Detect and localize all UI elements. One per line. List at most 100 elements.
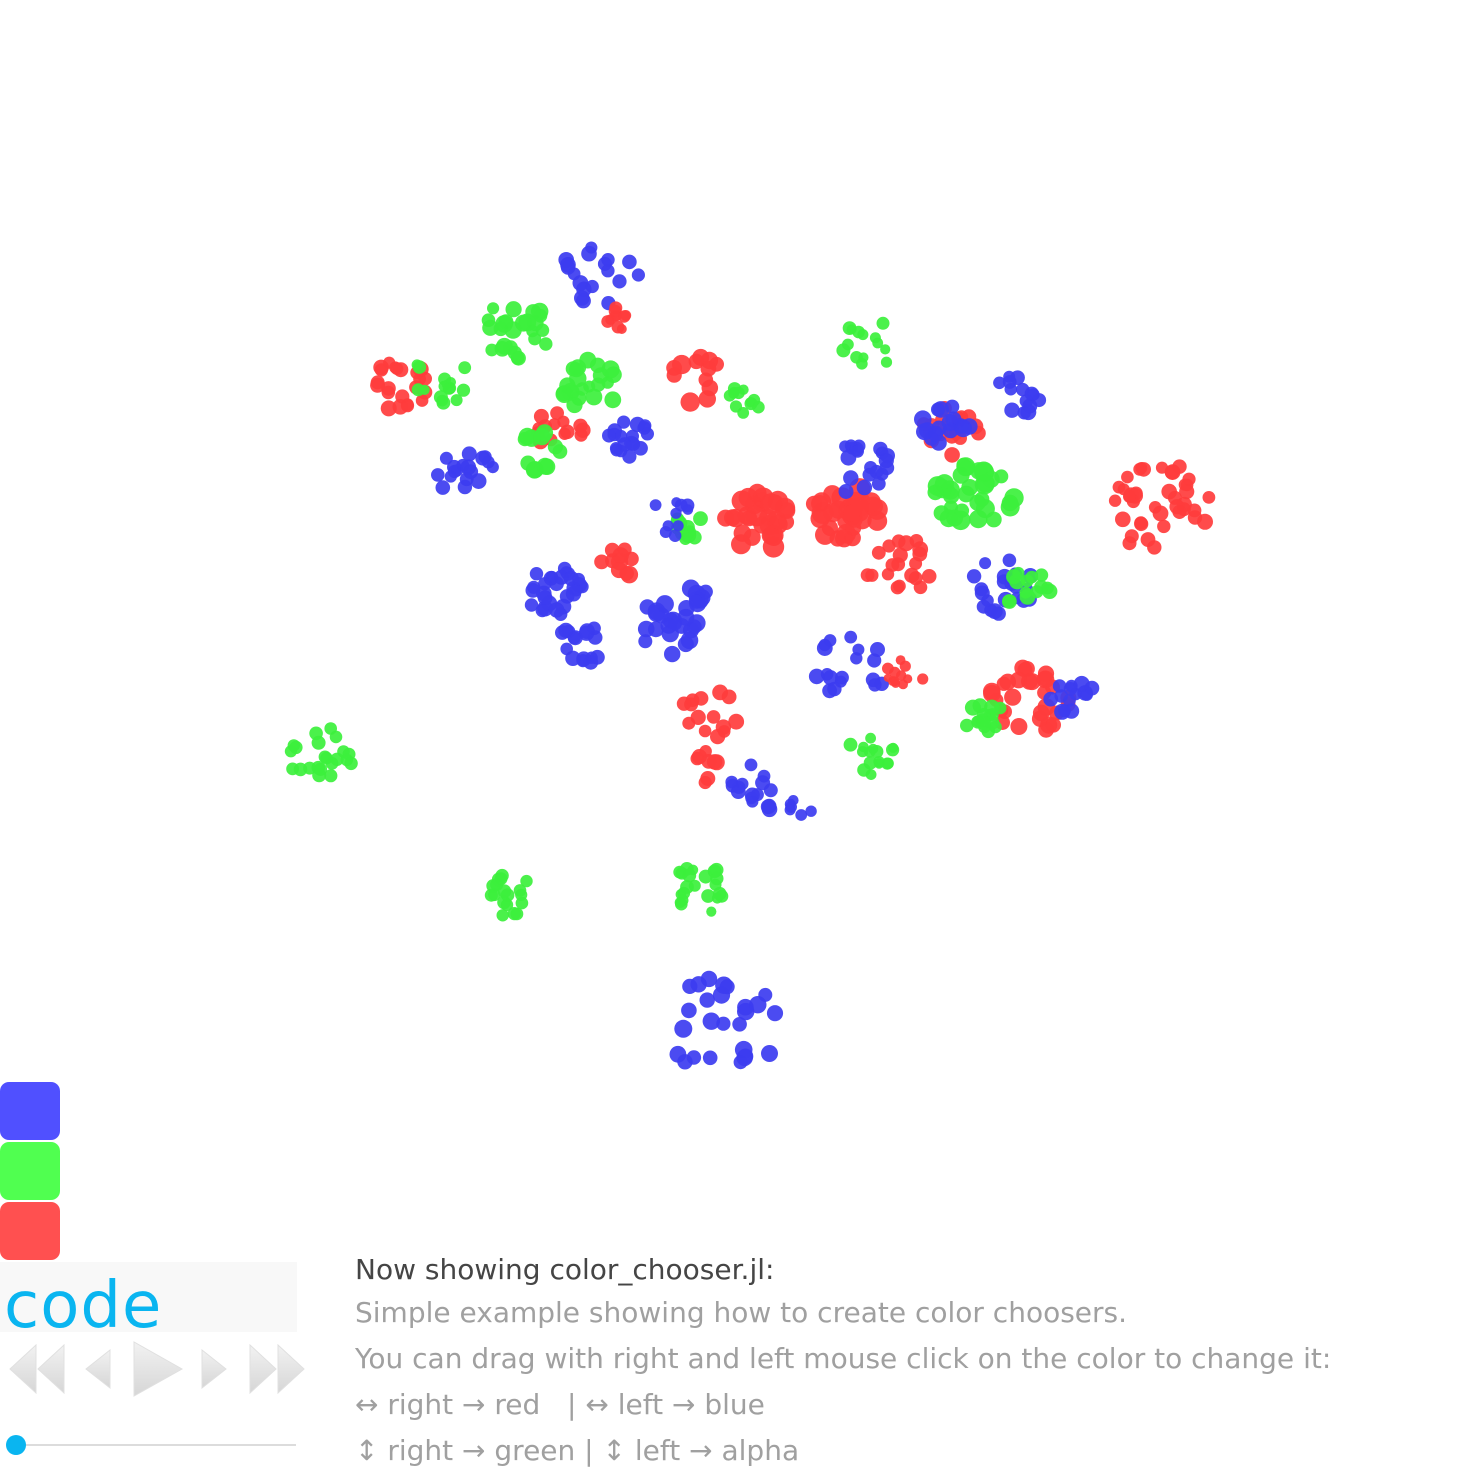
particle	[898, 535, 915, 552]
particle	[861, 492, 881, 513]
particle	[513, 884, 527, 897]
particle	[880, 356, 893, 368]
particle	[698, 584, 713, 599]
rewind-icon[interactable]	[9, 1343, 65, 1395]
red-swatch[interactable]	[0, 1202, 60, 1260]
particle	[286, 762, 299, 776]
particle	[1004, 402, 1020, 418]
particle	[604, 391, 622, 409]
particle	[700, 771, 716, 786]
blue-swatch[interactable]	[0, 1082, 60, 1140]
particle	[729, 400, 743, 413]
particle	[1202, 491, 1216, 504]
particle	[677, 636, 694, 653]
particle	[693, 511, 708, 526]
particle	[872, 337, 884, 349]
particle	[867, 511, 888, 531]
particle	[548, 602, 565, 618]
particle	[808, 668, 825, 685]
particle	[913, 580, 928, 595]
particle	[579, 623, 595, 639]
particle	[1054, 703, 1071, 720]
particle	[969, 509, 988, 529]
particle	[931, 402, 945, 417]
particle	[909, 557, 923, 570]
particle	[815, 524, 835, 545]
particle	[664, 645, 681, 663]
particle	[726, 508, 745, 528]
particle	[845, 519, 862, 536]
particle	[850, 351, 863, 364]
particle	[381, 381, 396, 396]
particle	[662, 520, 674, 532]
particle	[919, 422, 936, 439]
particle	[631, 268, 646, 282]
particle	[539, 337, 553, 351]
particle	[843, 470, 859, 486]
particle	[964, 699, 981, 716]
particle	[822, 683, 837, 699]
code-label: code	[4, 1269, 163, 1343]
code-button[interactable]	[0, 1262, 297, 1332]
particle	[486, 461, 499, 474]
particle	[609, 301, 623, 315]
particle	[706, 906, 717, 917]
particle	[1197, 513, 1213, 530]
particle	[960, 718, 974, 733]
particle	[1187, 503, 1202, 518]
particle	[415, 394, 429, 407]
particle	[660, 617, 677, 634]
particle	[1034, 568, 1049, 582]
particle	[852, 643, 865, 656]
particle	[444, 470, 457, 483]
particle	[680, 392, 700, 412]
particle	[944, 447, 960, 463]
particle	[744, 758, 758, 772]
green-swatch[interactable]	[0, 1142, 60, 1200]
particle	[976, 715, 991, 730]
particle	[921, 569, 937, 584]
particle	[1017, 406, 1031, 420]
particle	[1037, 671, 1053, 687]
particle	[520, 874, 533, 888]
particle	[495, 868, 509, 883]
particle	[1019, 586, 1032, 599]
particle	[864, 746, 876, 758]
step-forward-icon[interactable]	[201, 1348, 227, 1390]
particle	[524, 598, 539, 612]
particle	[572, 572, 585, 586]
particle	[846, 324, 857, 335]
playback-controls	[9, 1341, 305, 1397]
particle	[711, 892, 723, 904]
particle	[649, 499, 662, 511]
particle	[566, 384, 580, 399]
timeline-slider[interactable]	[0, 1430, 300, 1460]
particle	[865, 732, 876, 744]
particle	[838, 484, 854, 499]
particle	[865, 568, 879, 582]
particle	[510, 907, 524, 921]
particle	[871, 545, 886, 560]
particle	[666, 367, 682, 383]
particle	[706, 710, 721, 724]
particle	[611, 553, 629, 571]
particle	[870, 642, 885, 657]
play-icon[interactable]	[133, 1341, 184, 1397]
now-showing-label: Now showing color_chooser.jl:	[355, 1253, 775, 1286]
particle	[778, 514, 795, 530]
particle	[438, 380, 450, 392]
particle	[737, 998, 754, 1016]
particle	[741, 510, 758, 527]
particle	[701, 889, 715, 903]
particle	[745, 791, 758, 805]
particle	[496, 337, 513, 355]
particle	[889, 676, 900, 687]
particle	[688, 353, 704, 370]
particle	[458, 361, 472, 375]
particle	[456, 383, 471, 397]
step-back-icon[interactable]	[85, 1348, 111, 1390]
particle	[943, 487, 960, 504]
fast-forward-icon[interactable]	[249, 1343, 305, 1395]
particle	[834, 675, 847, 688]
particle	[535, 323, 550, 337]
